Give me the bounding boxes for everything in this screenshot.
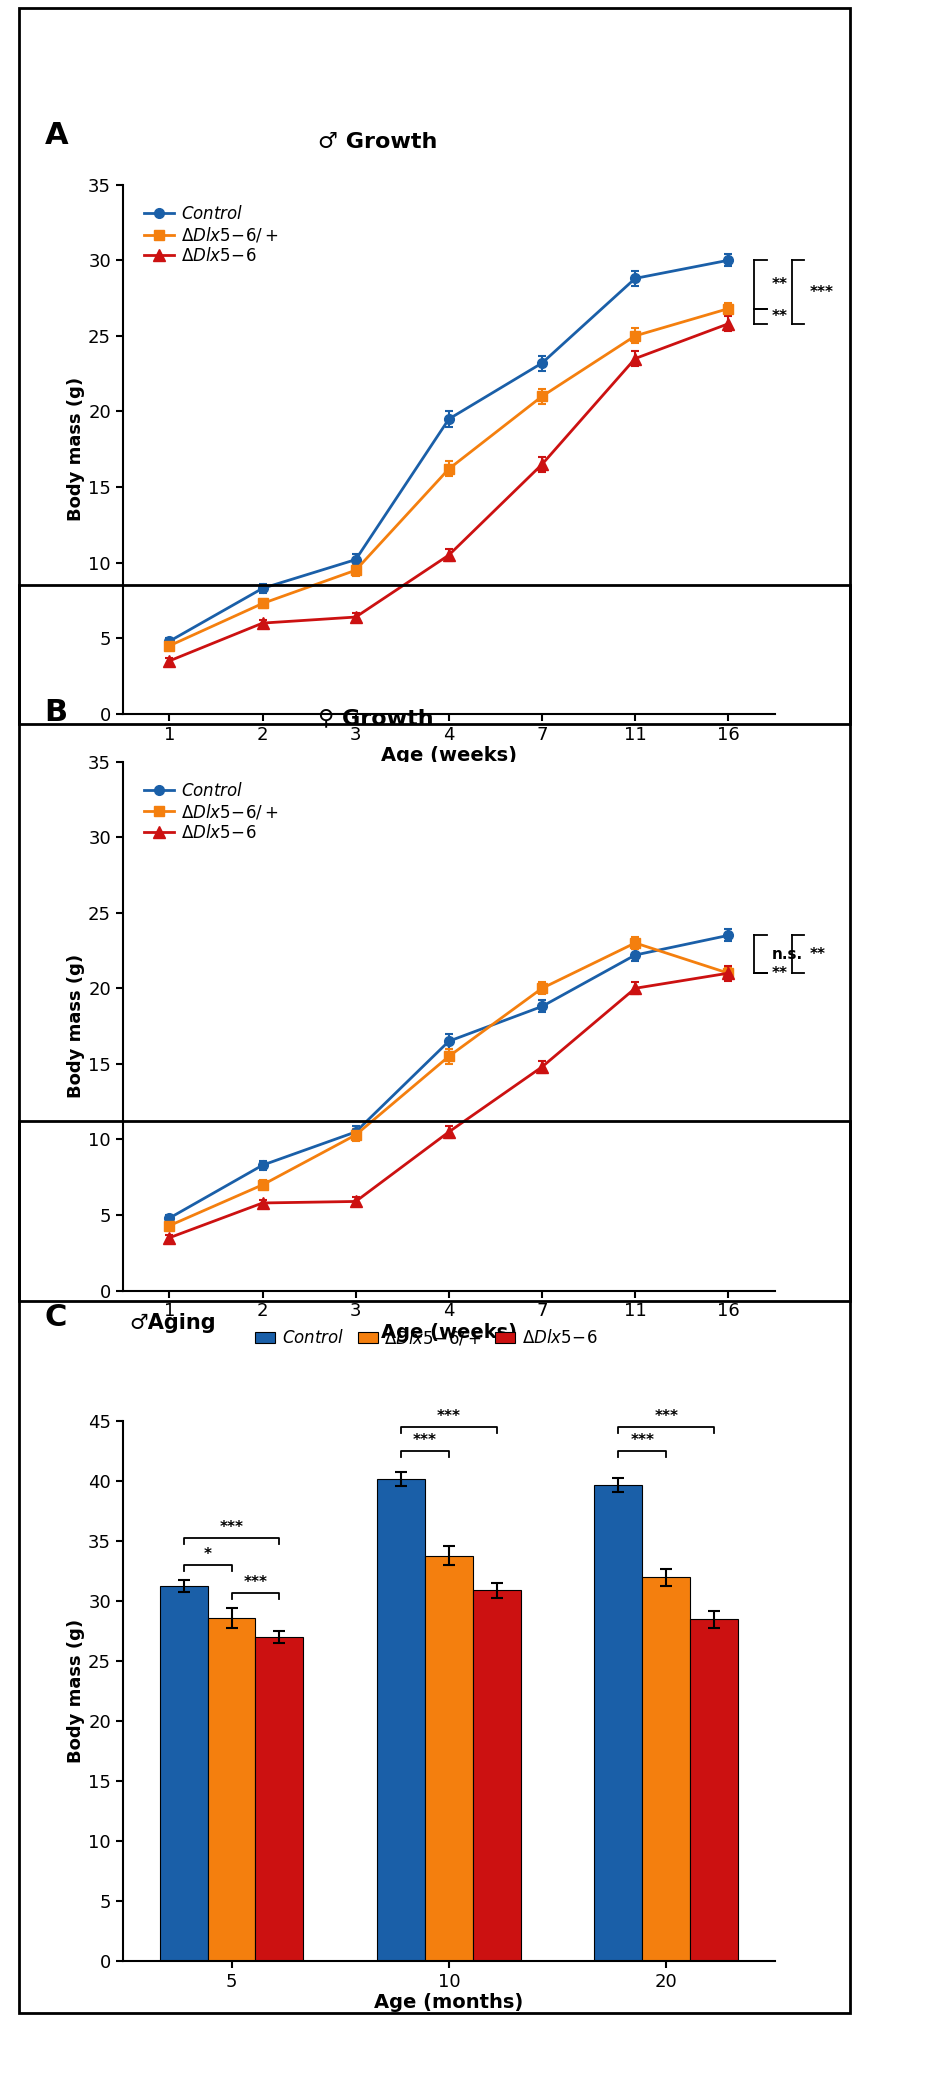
Text: ***: *** bbox=[436, 1409, 461, 1423]
Text: **: ** bbox=[808, 946, 824, 963]
Bar bbox=[377, 1479, 425, 1961]
Text: ***: *** bbox=[808, 284, 833, 299]
Text: ***: *** bbox=[413, 1434, 436, 1448]
X-axis label: Age (weeks): Age (weeks) bbox=[380, 747, 516, 766]
Text: A: A bbox=[44, 120, 68, 149]
Text: ***: *** bbox=[219, 1519, 244, 1535]
Y-axis label: Body mass (g): Body mass (g) bbox=[67, 1618, 85, 1764]
Text: n.s.: n.s. bbox=[771, 946, 802, 963]
X-axis label: Age (months): Age (months) bbox=[374, 1994, 523, 2013]
Text: ***: *** bbox=[653, 1409, 678, 1423]
Bar bbox=[208, 1618, 255, 1961]
Text: ♀ Growth: ♀ Growth bbox=[318, 710, 433, 728]
Bar bbox=[472, 1589, 520, 1961]
Legend: $\it{Control}$, $\mathit{\Delta Dlx5\!-\!6/+}$, $\mathit{\Delta Dlx5\!-\!6}$: $\it{Control}$, $\mathit{\Delta Dlx5\!-\… bbox=[138, 776, 285, 849]
Bar bbox=[425, 1556, 472, 1961]
Bar bbox=[642, 1577, 689, 1961]
Text: C: C bbox=[44, 1303, 67, 1332]
Text: ***: *** bbox=[630, 1434, 653, 1448]
Text: *: * bbox=[203, 1548, 211, 1562]
Text: ♂ Growth: ♂ Growth bbox=[318, 133, 437, 151]
Text: **: ** bbox=[771, 309, 787, 324]
Legend: $\it{Control}$, $\mathit{\Delta Dlx5\!-\!6/+}$, $\mathit{\Delta Dlx5\!-\!6}$: $\it{Control}$, $\mathit{\Delta Dlx5\!-\… bbox=[138, 199, 285, 272]
Y-axis label: Body mass (g): Body mass (g) bbox=[67, 954, 85, 1098]
Text: ♂Aging: ♂Aging bbox=[129, 1313, 216, 1334]
Y-axis label: Body mass (g): Body mass (g) bbox=[67, 378, 85, 521]
X-axis label: Age (weeks): Age (weeks) bbox=[380, 1324, 516, 1343]
Bar bbox=[689, 1618, 737, 1961]
Text: **: ** bbox=[771, 276, 787, 293]
Text: B: B bbox=[44, 697, 68, 726]
Legend: $\it{Control}$, $\mathit{\Delta Dlx5\!-\!6/+}$, $\mathit{\Delta Dlx5\!-\!6}$: $\it{Control}$, $\mathit{\Delta Dlx5\!-\… bbox=[248, 1322, 604, 1355]
Text: **: ** bbox=[771, 965, 787, 981]
Bar bbox=[160, 1585, 208, 1961]
Bar bbox=[594, 1486, 642, 1961]
Text: ***: *** bbox=[244, 1575, 267, 1589]
Bar bbox=[255, 1637, 303, 1961]
